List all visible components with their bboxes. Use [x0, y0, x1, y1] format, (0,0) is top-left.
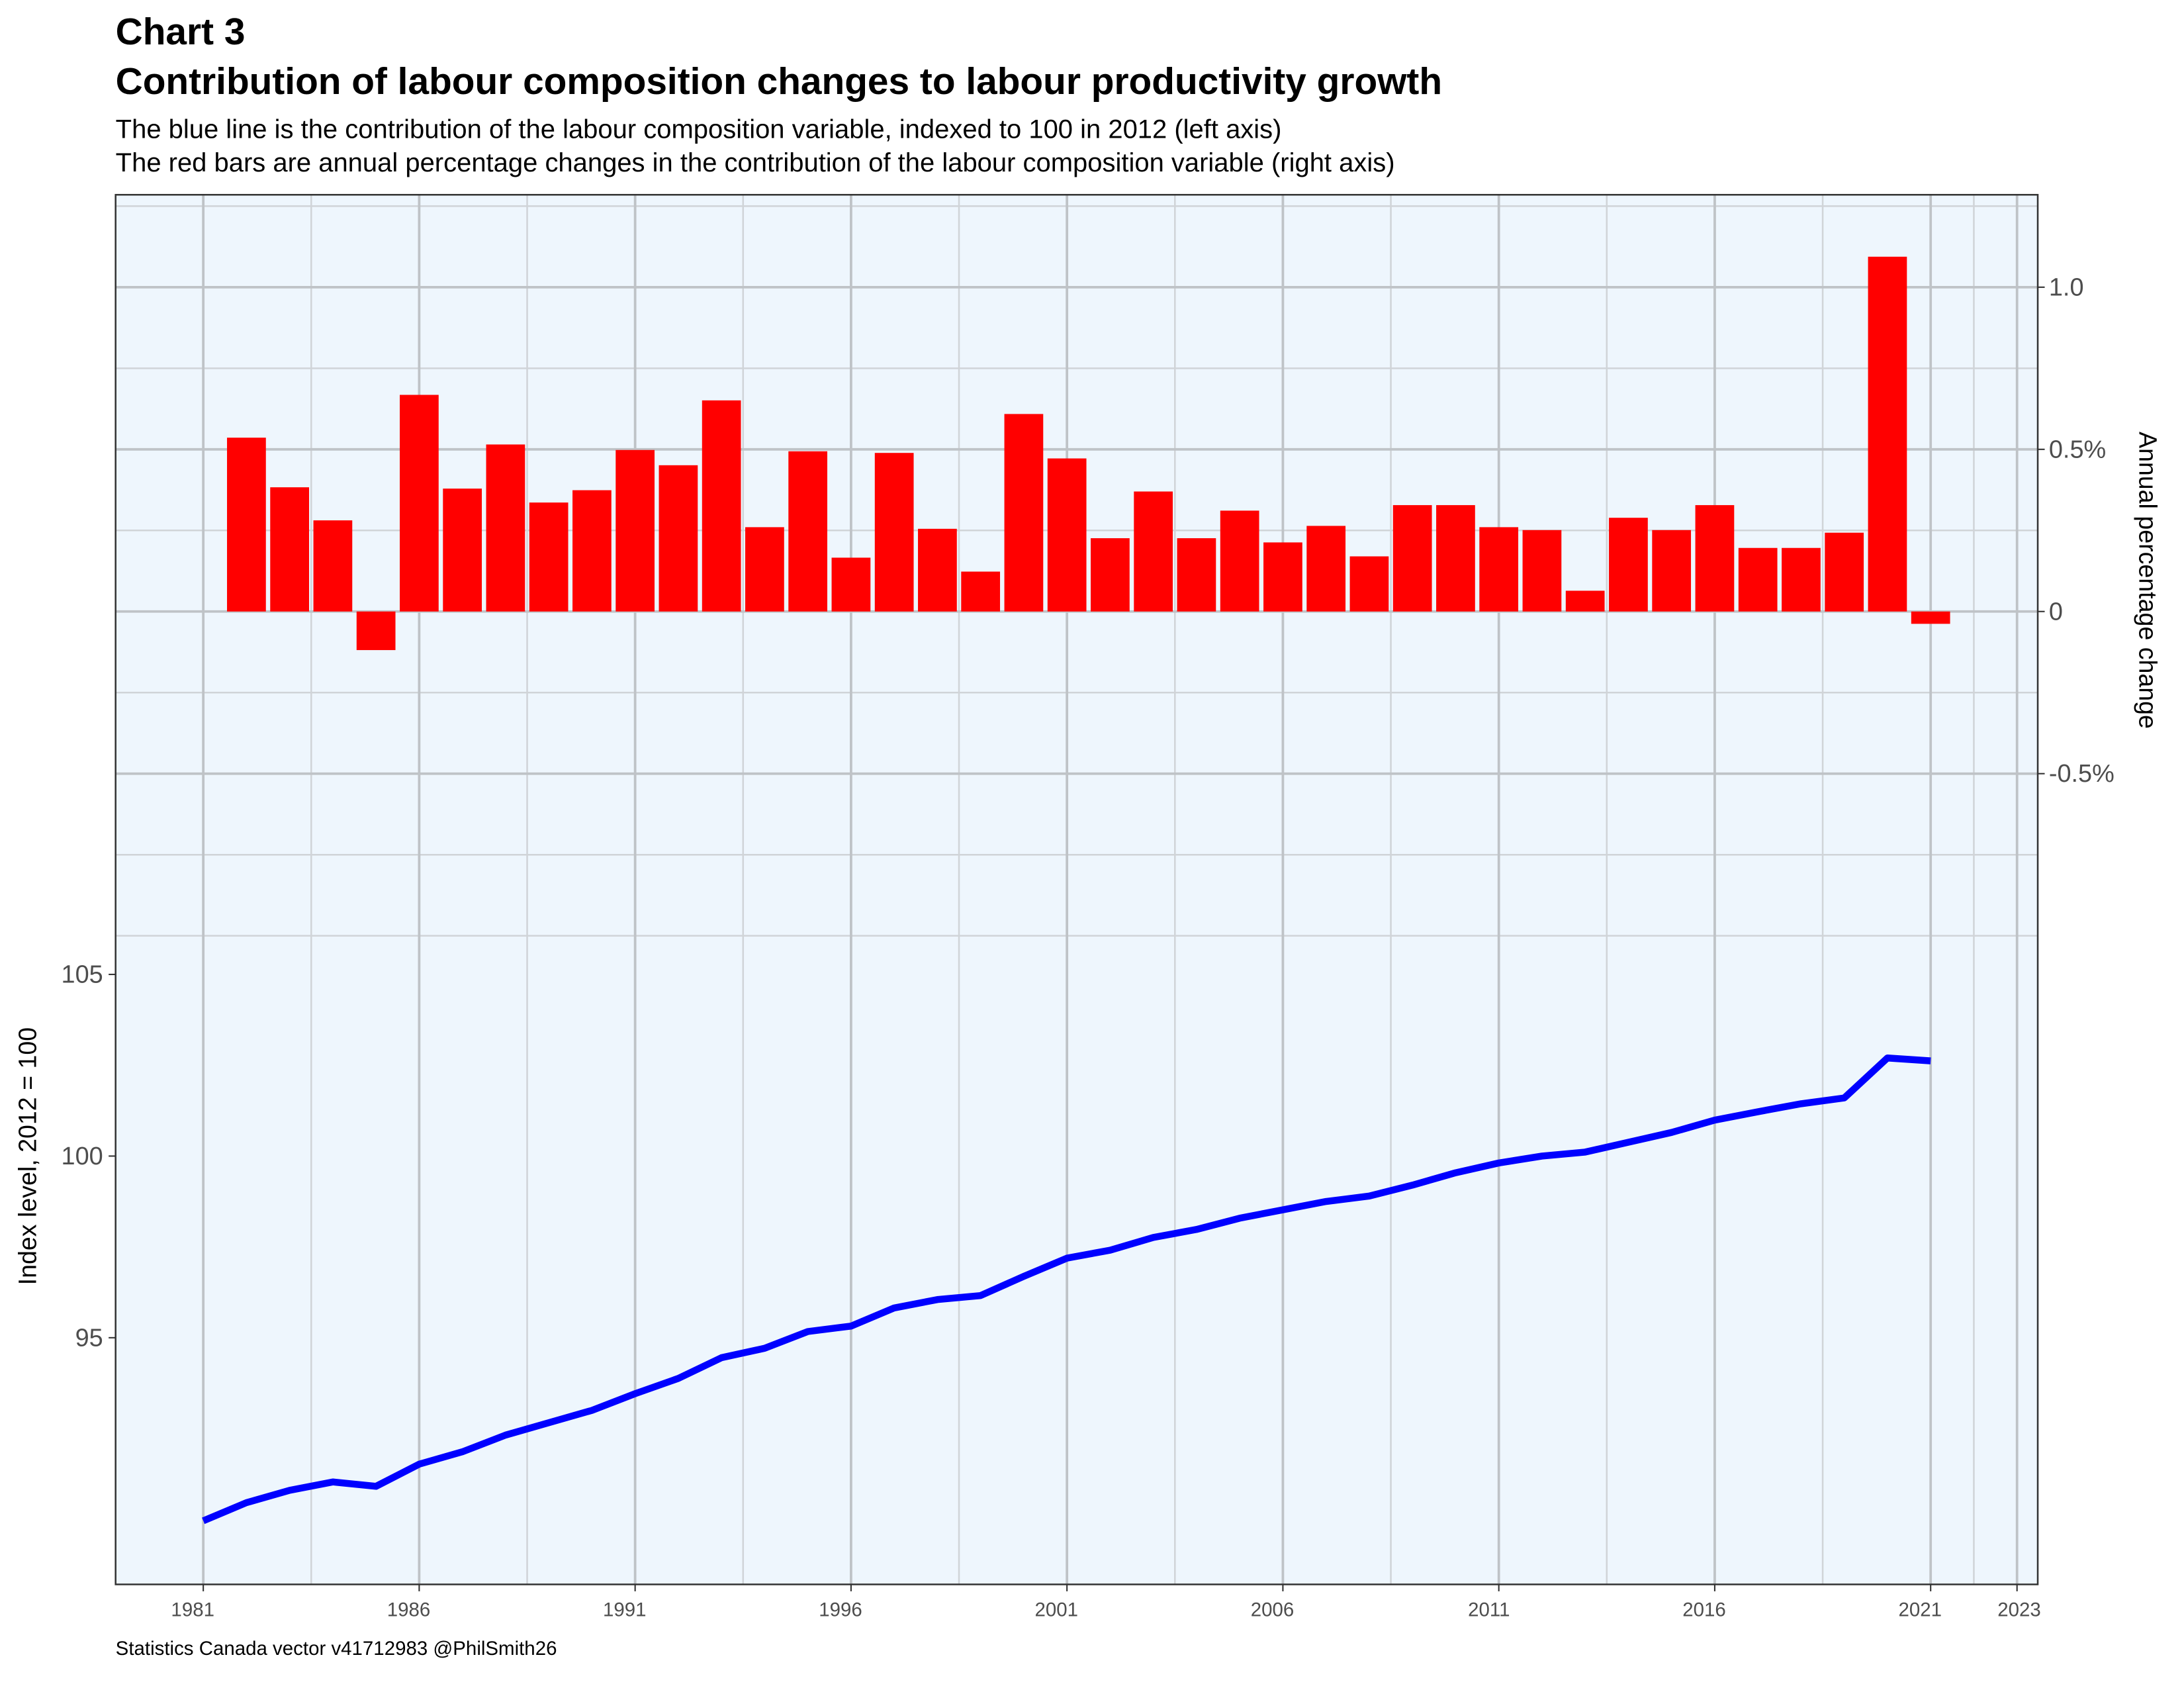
caption: Statistics Canada vector v41712983 @Phil…: [116, 1638, 557, 1660]
bar: [1565, 590, 1605, 612]
bar: [1825, 532, 1864, 612]
bar: [1652, 530, 1692, 612]
y2-tick-label: 1.0: [2049, 273, 2084, 301]
bar: [659, 465, 698, 612]
y-tick-label: 105: [62, 961, 103, 988]
y-tick-label: 100: [62, 1142, 103, 1170]
x-tick-label: 1981: [171, 1599, 214, 1621]
chart-title: Chart 3: [116, 11, 246, 52]
bar: [572, 490, 612, 612]
y2-tick-label: 0.5%: [2049, 435, 2106, 463]
bar: [1695, 505, 1735, 612]
bar: [615, 449, 655, 612]
bar: [961, 571, 1001, 612]
bar: [745, 527, 784, 612]
subtitle: The red bars are annual percentage chang…: [116, 148, 1395, 177]
bar: [400, 395, 439, 612]
x-tick-label: 2001: [1034, 1599, 1078, 1621]
bar: [1479, 527, 1519, 612]
x-tick-label: 1991: [603, 1599, 647, 1621]
y2-tick-label: 0: [2049, 597, 2063, 625]
bar: [1738, 547, 1778, 612]
line: [202, 1055, 1931, 1524]
plot-border: [114, 193, 2039, 1585]
bar: [1004, 414, 1044, 612]
bar: [1522, 530, 1562, 612]
bar: [227, 438, 266, 612]
x-tick-label: 1986: [387, 1599, 431, 1621]
y2-axis-title: Annual percentage change: [2134, 432, 2162, 729]
bar: [529, 502, 569, 612]
bar: [1609, 518, 1648, 612]
bar: [874, 453, 914, 612]
bar: [702, 400, 741, 612]
bar: [443, 489, 482, 612]
bar: [1911, 611, 1950, 624]
bar: [831, 557, 871, 612]
bar: [486, 444, 525, 612]
chart-title: Contribution of labour composition chang…: [116, 60, 1442, 102]
bar: [788, 451, 828, 612]
x-tick-label: 2023: [1997, 1599, 2041, 1621]
x-tick-label: 2011: [1468, 1599, 1510, 1621]
bar: [1392, 505, 1432, 612]
bar: [1134, 491, 1173, 612]
bar: [1436, 505, 1475, 612]
bar: [1782, 547, 1821, 612]
bar: [356, 611, 396, 651]
x-tick-label: 2006: [1251, 1599, 1295, 1621]
bar: [1047, 458, 1087, 612]
y-axis-title: Index level, 2012 = 100: [14, 1027, 42, 1285]
bar: [313, 520, 353, 612]
bar: [1263, 542, 1302, 612]
bar: [1177, 538, 1216, 612]
subtitle: The blue line is the contribution of the…: [116, 115, 1282, 144]
bar: [270, 487, 310, 612]
bar: [918, 528, 957, 612]
bar: [1868, 256, 1907, 612]
x-tick-label: 2016: [1682, 1599, 1726, 1621]
x-tick-label: 1996: [819, 1599, 862, 1621]
bar: [1306, 526, 1346, 612]
y-tick-label: 95: [75, 1324, 103, 1352]
bar: [1220, 510, 1259, 612]
bar: [1349, 556, 1389, 612]
x-tick-label: 2021: [1899, 1599, 1942, 1621]
y2-tick-label: -0.5%: [2049, 759, 2115, 787]
bar: [1091, 538, 1130, 612]
